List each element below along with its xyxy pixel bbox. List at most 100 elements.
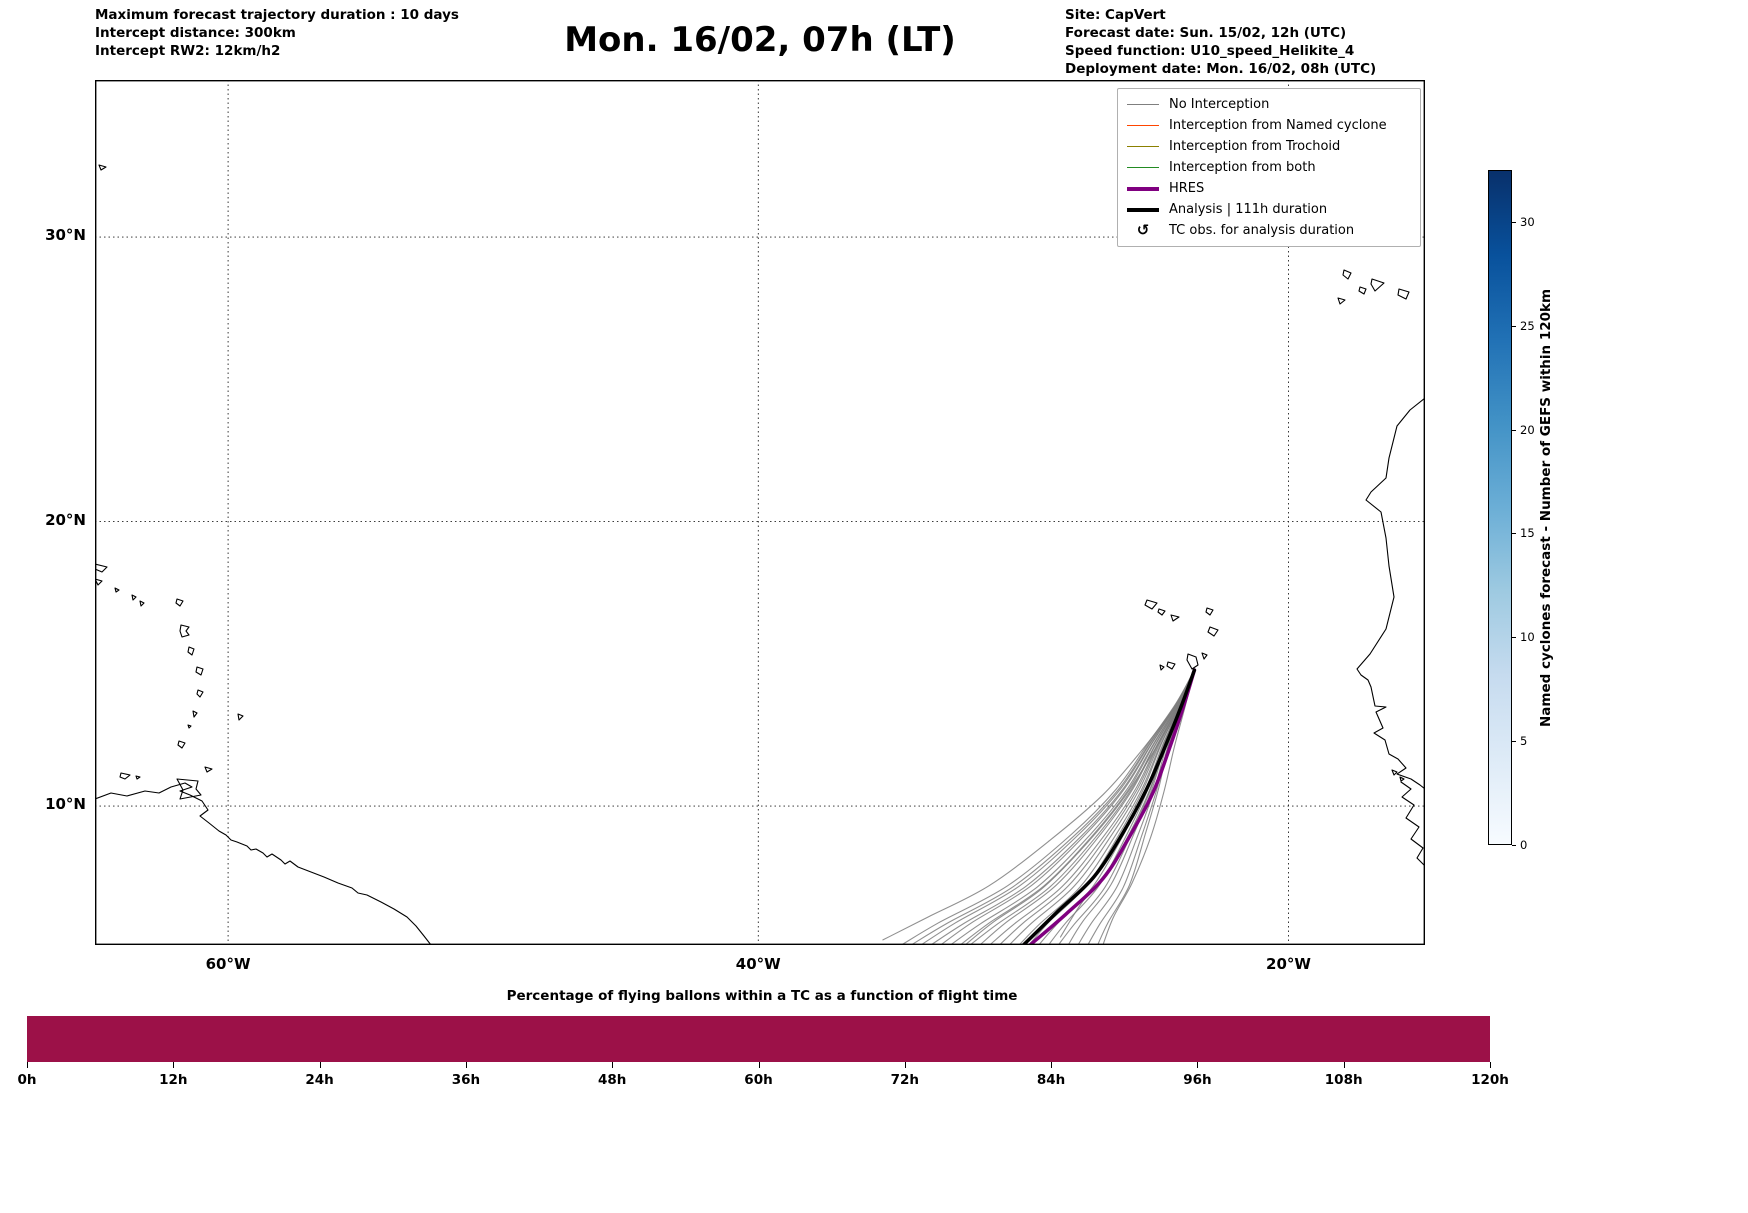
meta-deployment-date: Deployment date: Mon. 16/02, 08h (UTC) [1065, 61, 1377, 77]
colorbar-tickmark [1512, 741, 1516, 743]
coastline [1186, 653, 1199, 670]
flight-axis-tickmark [1490, 1062, 1491, 1068]
legend-item: Analysis | 111h duration [1127, 199, 1411, 220]
flight-axis-tick-label: 84h [1036, 1072, 1066, 1088]
coastline [1201, 652, 1208, 660]
lat-tick-label: 30°N [45, 226, 86, 245]
colorbar-tick-label: 20 [1520, 422, 1535, 437]
coastline [1370, 278, 1385, 292]
coastline [1399, 776, 1405, 782]
coastline [196, 689, 204, 698]
flight-axis-tickmark [173, 1062, 175, 1068]
trajectory-ensemble [1028, 669, 1195, 945]
coastline [95, 578, 103, 586]
coastline [98, 164, 107, 171]
coastline [131, 594, 137, 601]
colorbar-tickmark [1512, 221, 1516, 223]
flight-axis-tickmark [1051, 1062, 1053, 1068]
colorbar-tickmark [1512, 533, 1516, 535]
legend-line-sample-icon [1127, 186, 1159, 191]
colorbar-tick-label: 15 [1520, 526, 1535, 541]
colorbar-tickmark [1512, 429, 1516, 431]
legend-item: Interception from both [1127, 157, 1411, 178]
meta-forecast-date: Forecast date: Sun. 15/02, 12h (UTC) [1065, 25, 1347, 41]
lon-tick-label: 60°W [205, 955, 251, 973]
lat-tick-label: 10°N [45, 795, 86, 814]
coastline [119, 772, 131, 780]
flight-axis-tickmark [758, 1062, 760, 1068]
flight-axis-tick-label: 120h [1471, 1072, 1509, 1088]
trajectory-hres [1028, 668, 1197, 945]
meta-site: Site: CapVert [1065, 7, 1166, 23]
coastline [1205, 607, 1214, 616]
coastline [114, 587, 120, 593]
flight-axis-tick-label: 60h [744, 1072, 773, 1088]
trajectory-ensemble [910, 669, 1195, 945]
legend-label: Interception from both [1169, 160, 1316, 175]
flight-axis-tickmark [1343, 1062, 1345, 1068]
coastline [1159, 664, 1165, 671]
coastline [139, 600, 145, 607]
flight-axis-tick-label: 12h [159, 1072, 188, 1088]
legend-label: Analysis | 111h duration [1169, 202, 1328, 217]
colorbar-tick-label: 0 [1520, 838, 1528, 852]
lon-tick-label: 20°W [1266, 955, 1311, 973]
flight-axis-tick-label: 48h [597, 1072, 627, 1088]
flight-axis-tickmark [904, 1062, 906, 1068]
legend-item: ↺ TC obs. for analysis duration [1127, 220, 1411, 241]
flight-time-bar [27, 1016, 1490, 1062]
tc-obs-marker-icon: ↺ [1136, 221, 1150, 239]
legend-label: Interception from Named cyclone [1169, 118, 1387, 133]
coastline [1397, 288, 1410, 300]
colorbar-tickmark [1512, 845, 1516, 846]
trajectory-ensemble [949, 669, 1195, 945]
figure-title: Mon. 16/02, 07h (LT) [564, 20, 956, 60]
coastline [1337, 297, 1346, 305]
run-parameters: Maximum forecast trajectory duration : 1… [95, 6, 459, 60]
coastline [179, 624, 190, 638]
flight-axis-tickmark [1197, 1062, 1199, 1068]
coastline [176, 778, 202, 800]
coastline [192, 710, 198, 718]
coastline [1342, 269, 1352, 280]
trajectory-ensemble [930, 669, 1195, 945]
coastline [1207, 626, 1219, 637]
flight-axis-tick-label: 24h [305, 1072, 334, 1088]
legend-line-sample-icon [1127, 167, 1159, 168]
forecast-metadata: Site: CapVert Forecast date: Sun. 15/02,… [1065, 6, 1376, 78]
trajectory-map [95, 80, 1425, 945]
param-intercept-distance: Intercept distance: 300km [95, 25, 296, 41]
flight-axis-tickmark [319, 1062, 321, 1068]
map-legend: No Interception Interception from Named c… [1117, 88, 1421, 247]
colorbar-tick-label: 5 [1520, 734, 1528, 749]
legend-label: Interception from Trochoid [1169, 139, 1341, 154]
legend-item: No Interception [1127, 94, 1411, 115]
meta-speed-function: Speed function: U10_speed_Helikite_4 [1065, 43, 1355, 59]
legend-label: TC obs. for analysis duration [1169, 223, 1355, 238]
legend-item: Interception from Named cyclone [1127, 115, 1411, 136]
lon-tick-label: 40°W [735, 955, 781, 973]
flight-axis-tickmark [27, 1062, 28, 1068]
coastline [1391, 769, 1398, 776]
colorbar-tick-label: 30 [1520, 214, 1535, 229]
trajectory-ensemble [1008, 669, 1195, 945]
coastline [195, 666, 204, 676]
legend-line-sample-icon [1127, 146, 1159, 147]
param-max-duration: Maximum forecast trajectory duration : 1… [95, 7, 459, 23]
flight-axis-tick-label: 96h [1183, 1072, 1212, 1088]
legend-line-sample-icon [1127, 104, 1159, 105]
coastline [177, 740, 186, 749]
colorbar-label: Named cyclones forecast - Number of GEFS… [1538, 288, 1554, 727]
coastline [135, 775, 141, 780]
legend-label: HRES [1169, 181, 1205, 196]
coastline [95, 563, 108, 573]
coastline [1400, 781, 1425, 867]
coastline [1356, 397, 1425, 790]
coastline [187, 646, 195, 656]
legend-item: HRES [1127, 178, 1411, 199]
colorbar [1488, 170, 1512, 845]
trajectory-analysis [1021, 668, 1197, 945]
coastline [95, 782, 432, 945]
coastline [237, 713, 244, 721]
